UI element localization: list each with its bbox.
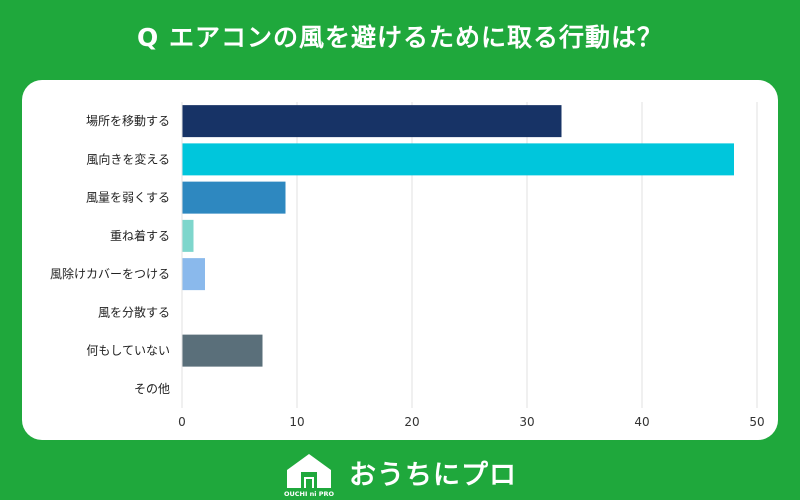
category-label-2: 風量を弱くする [86, 191, 170, 205]
brand-name: おうちにプロ [349, 460, 517, 491]
bar-2 [182, 181, 286, 214]
bar-1 [182, 143, 734, 176]
category-label-5: 風を分散する [98, 304, 170, 319]
bar-0 [182, 105, 562, 138]
bar-4 [182, 258, 205, 291]
x-tick-label-4: 40 [634, 415, 649, 429]
x-tick-label-5: 50 [749, 415, 764, 429]
category-label-4: 風除けカバーをつける [50, 266, 170, 281]
category-label-7: その他 [134, 382, 170, 396]
category-label-0: 場所を移動する [86, 114, 170, 128]
x-tick-label-3: 30 [519, 415, 534, 429]
x-tick-label-1: 10 [289, 415, 304, 429]
house-logo-icon: OUCHI ni PRO [284, 453, 335, 498]
category-label-3: 重ね着する [110, 228, 170, 243]
chart-title: Q エアコンの風を避けるために取る行動は？ [137, 23, 663, 52]
x-tick-label-0: 0 [178, 415, 186, 429]
category-label-6: 何もしていない [86, 344, 170, 358]
category-label-1: 風向きを変える [86, 151, 170, 166]
bar-chart: 0 10 20 30 40 50 場所を移動する風向きを変える風量を弱くする重ね着する風除け… [50, 102, 765, 429]
brand-footer: OUCHI ni PRO おうちにプロ [0, 445, 800, 500]
bar-3 [182, 219, 194, 252]
chart-card: 0 10 20 30 40 50 場所を移動する 風向きを変える 風量を弱くする重ね着する風除け… [22, 80, 778, 440]
bar-6 [182, 334, 263, 367]
logo-text: OUCHI ni PRO [284, 490, 335, 498]
x-tick-label-2: 20 [404, 415, 419, 429]
